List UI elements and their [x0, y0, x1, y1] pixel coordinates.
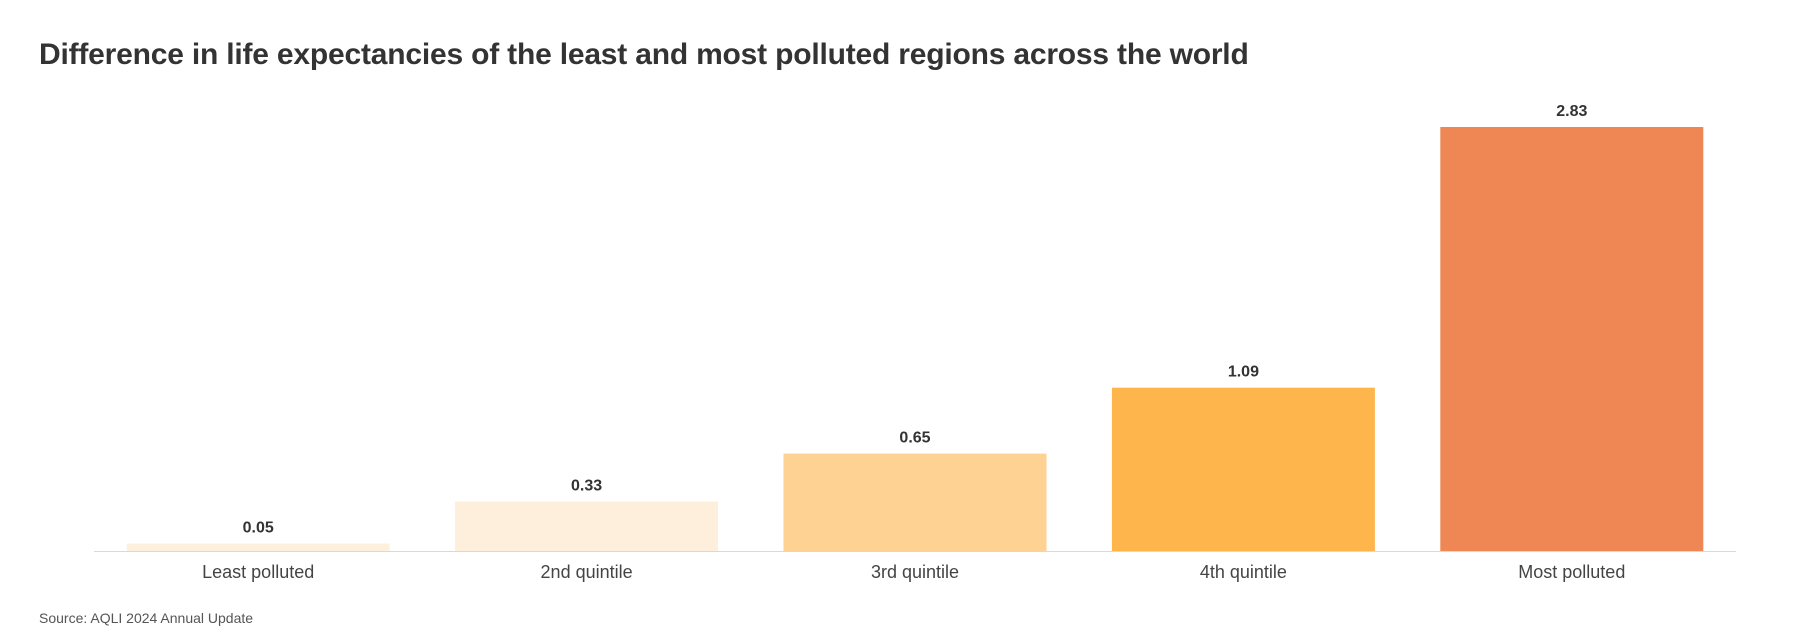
x-tick-label-4: 4th quintile — [1200, 562, 1287, 582]
bar-5 — [1440, 127, 1704, 551]
chart-source-note: Source: AQLI 2024 Annual Update — [39, 610, 254, 626]
x-tick-label-1: Least polluted — [202, 562, 314, 582]
x-tick-label-2: 2nd quintile — [541, 562, 633, 582]
bar-2 — [455, 501, 719, 551]
x-tick-label-5: Most polluted — [1518, 562, 1625, 582]
bar-1 — [126, 543, 390, 551]
bar-value-label-5: 2.83 — [1556, 103, 1587, 120]
bar-value-label-4: 1.09 — [1228, 364, 1259, 381]
x-tick-label-3: 3rd quintile — [871, 562, 959, 582]
bar-3 — [783, 453, 1047, 551]
bar-4 — [1111, 387, 1375, 551]
bar-value-label-2: 0.33 — [571, 478, 602, 495]
bar-value-label-1: 0.05 — [243, 520, 274, 537]
bars-layer — [126, 127, 1704, 551]
chart-title: Difference in life expectancies of the l… — [39, 38, 1249, 71]
labels-layer: 0.05 Least polluted 0.33 2nd quintile 0.65 3r… — [202, 103, 1625, 582]
bar-value-label-3: 0.65 — [899, 430, 930, 447]
